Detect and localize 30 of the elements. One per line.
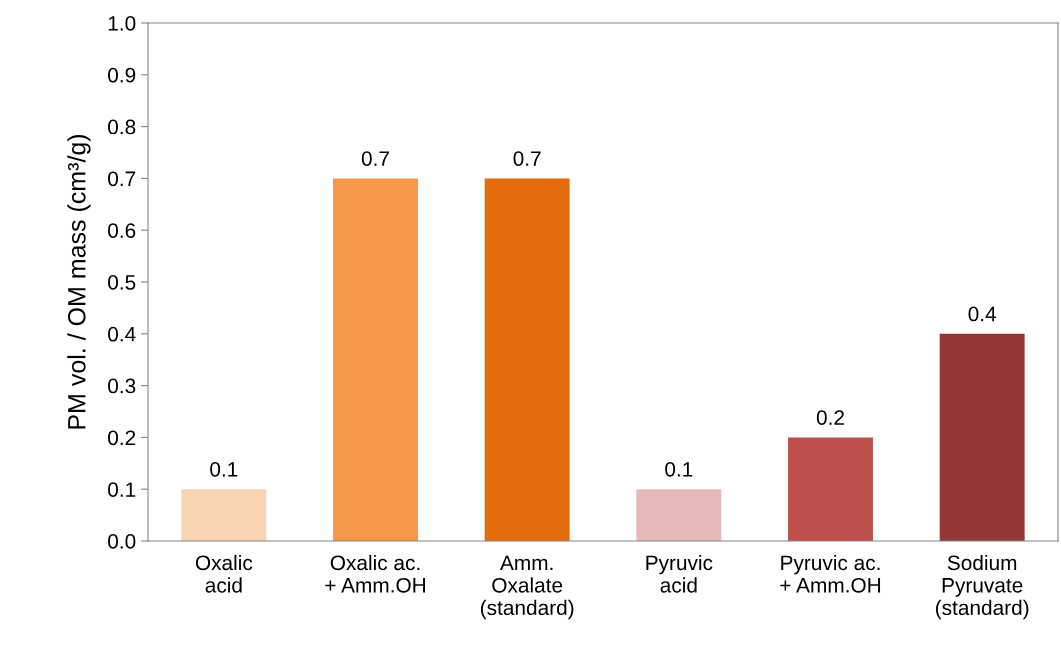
y-tick-label: 0.0 bbox=[108, 534, 136, 549]
y-tick-label: 0.4 bbox=[108, 326, 136, 342]
y-tick-label: 0.1 bbox=[108, 482, 136, 497]
y-tick-label: 1.0 bbox=[108, 16, 136, 31]
bar bbox=[333, 178, 418, 541]
bar bbox=[636, 489, 722, 541]
data-label: 0.4 bbox=[968, 306, 997, 322]
y-tick-label: 0.9 bbox=[108, 67, 136, 83]
bar bbox=[939, 333, 1025, 541]
data-label: 0.2 bbox=[816, 410, 844, 425]
y-tick-label: 0.2 bbox=[108, 430, 136, 446]
bar bbox=[181, 489, 267, 541]
y-tick-label: 0.8 bbox=[108, 119, 136, 135]
x-tick-label: Pyruvic ac. + Amm.OH bbox=[780, 554, 881, 593]
bar bbox=[788, 437, 873, 541]
x-tick-label: Oxalic ac. + Amm.OH bbox=[325, 554, 426, 593]
y-tick-label: 0.7 bbox=[108, 171, 136, 187]
data-label: 0.1 bbox=[665, 462, 693, 477]
y-tick-label: 0.5 bbox=[108, 275, 136, 290]
y-tick-label: 0.6 bbox=[108, 223, 136, 238]
data-label: 0.7 bbox=[361, 151, 389, 166]
bar bbox=[484, 178, 570, 541]
y-tick-label: 0.3 bbox=[108, 378, 136, 394]
data-label: 0.7 bbox=[513, 151, 541, 166]
data-label: 0.1 bbox=[210, 462, 238, 477]
x-tick-label: Pyruvic acid bbox=[646, 554, 713, 593]
x-tick-label: Sodium Pyruvate (standard) bbox=[935, 554, 1029, 620]
y-axis-title: PM vol. / OM mass (cm³/g) bbox=[67, 134, 91, 429]
x-tick-label: Oxalic acid bbox=[195, 554, 253, 593]
x-tick-label: Amm. Oxalate (standard) bbox=[480, 555, 574, 620]
